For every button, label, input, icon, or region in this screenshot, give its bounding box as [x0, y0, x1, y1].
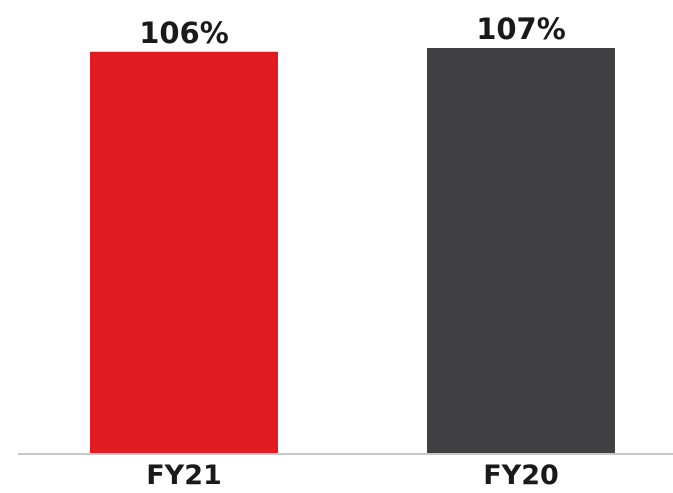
bar-fy20 [427, 48, 615, 453]
x-tick-labels-group: FY21 FY20 [146, 460, 559, 491]
x-tick-label-fy21: FY21 [146, 460, 222, 491]
bars-group [90, 48, 615, 454]
bar-fy21 [90, 51, 278, 454]
data-labels-group: 106% 107% [139, 12, 566, 50]
data-label-fy20: 107% [476, 12, 566, 46]
x-tick-label-fy20: FY20 [483, 460, 559, 491]
data-label-fy21: 106% [139, 16, 229, 50]
